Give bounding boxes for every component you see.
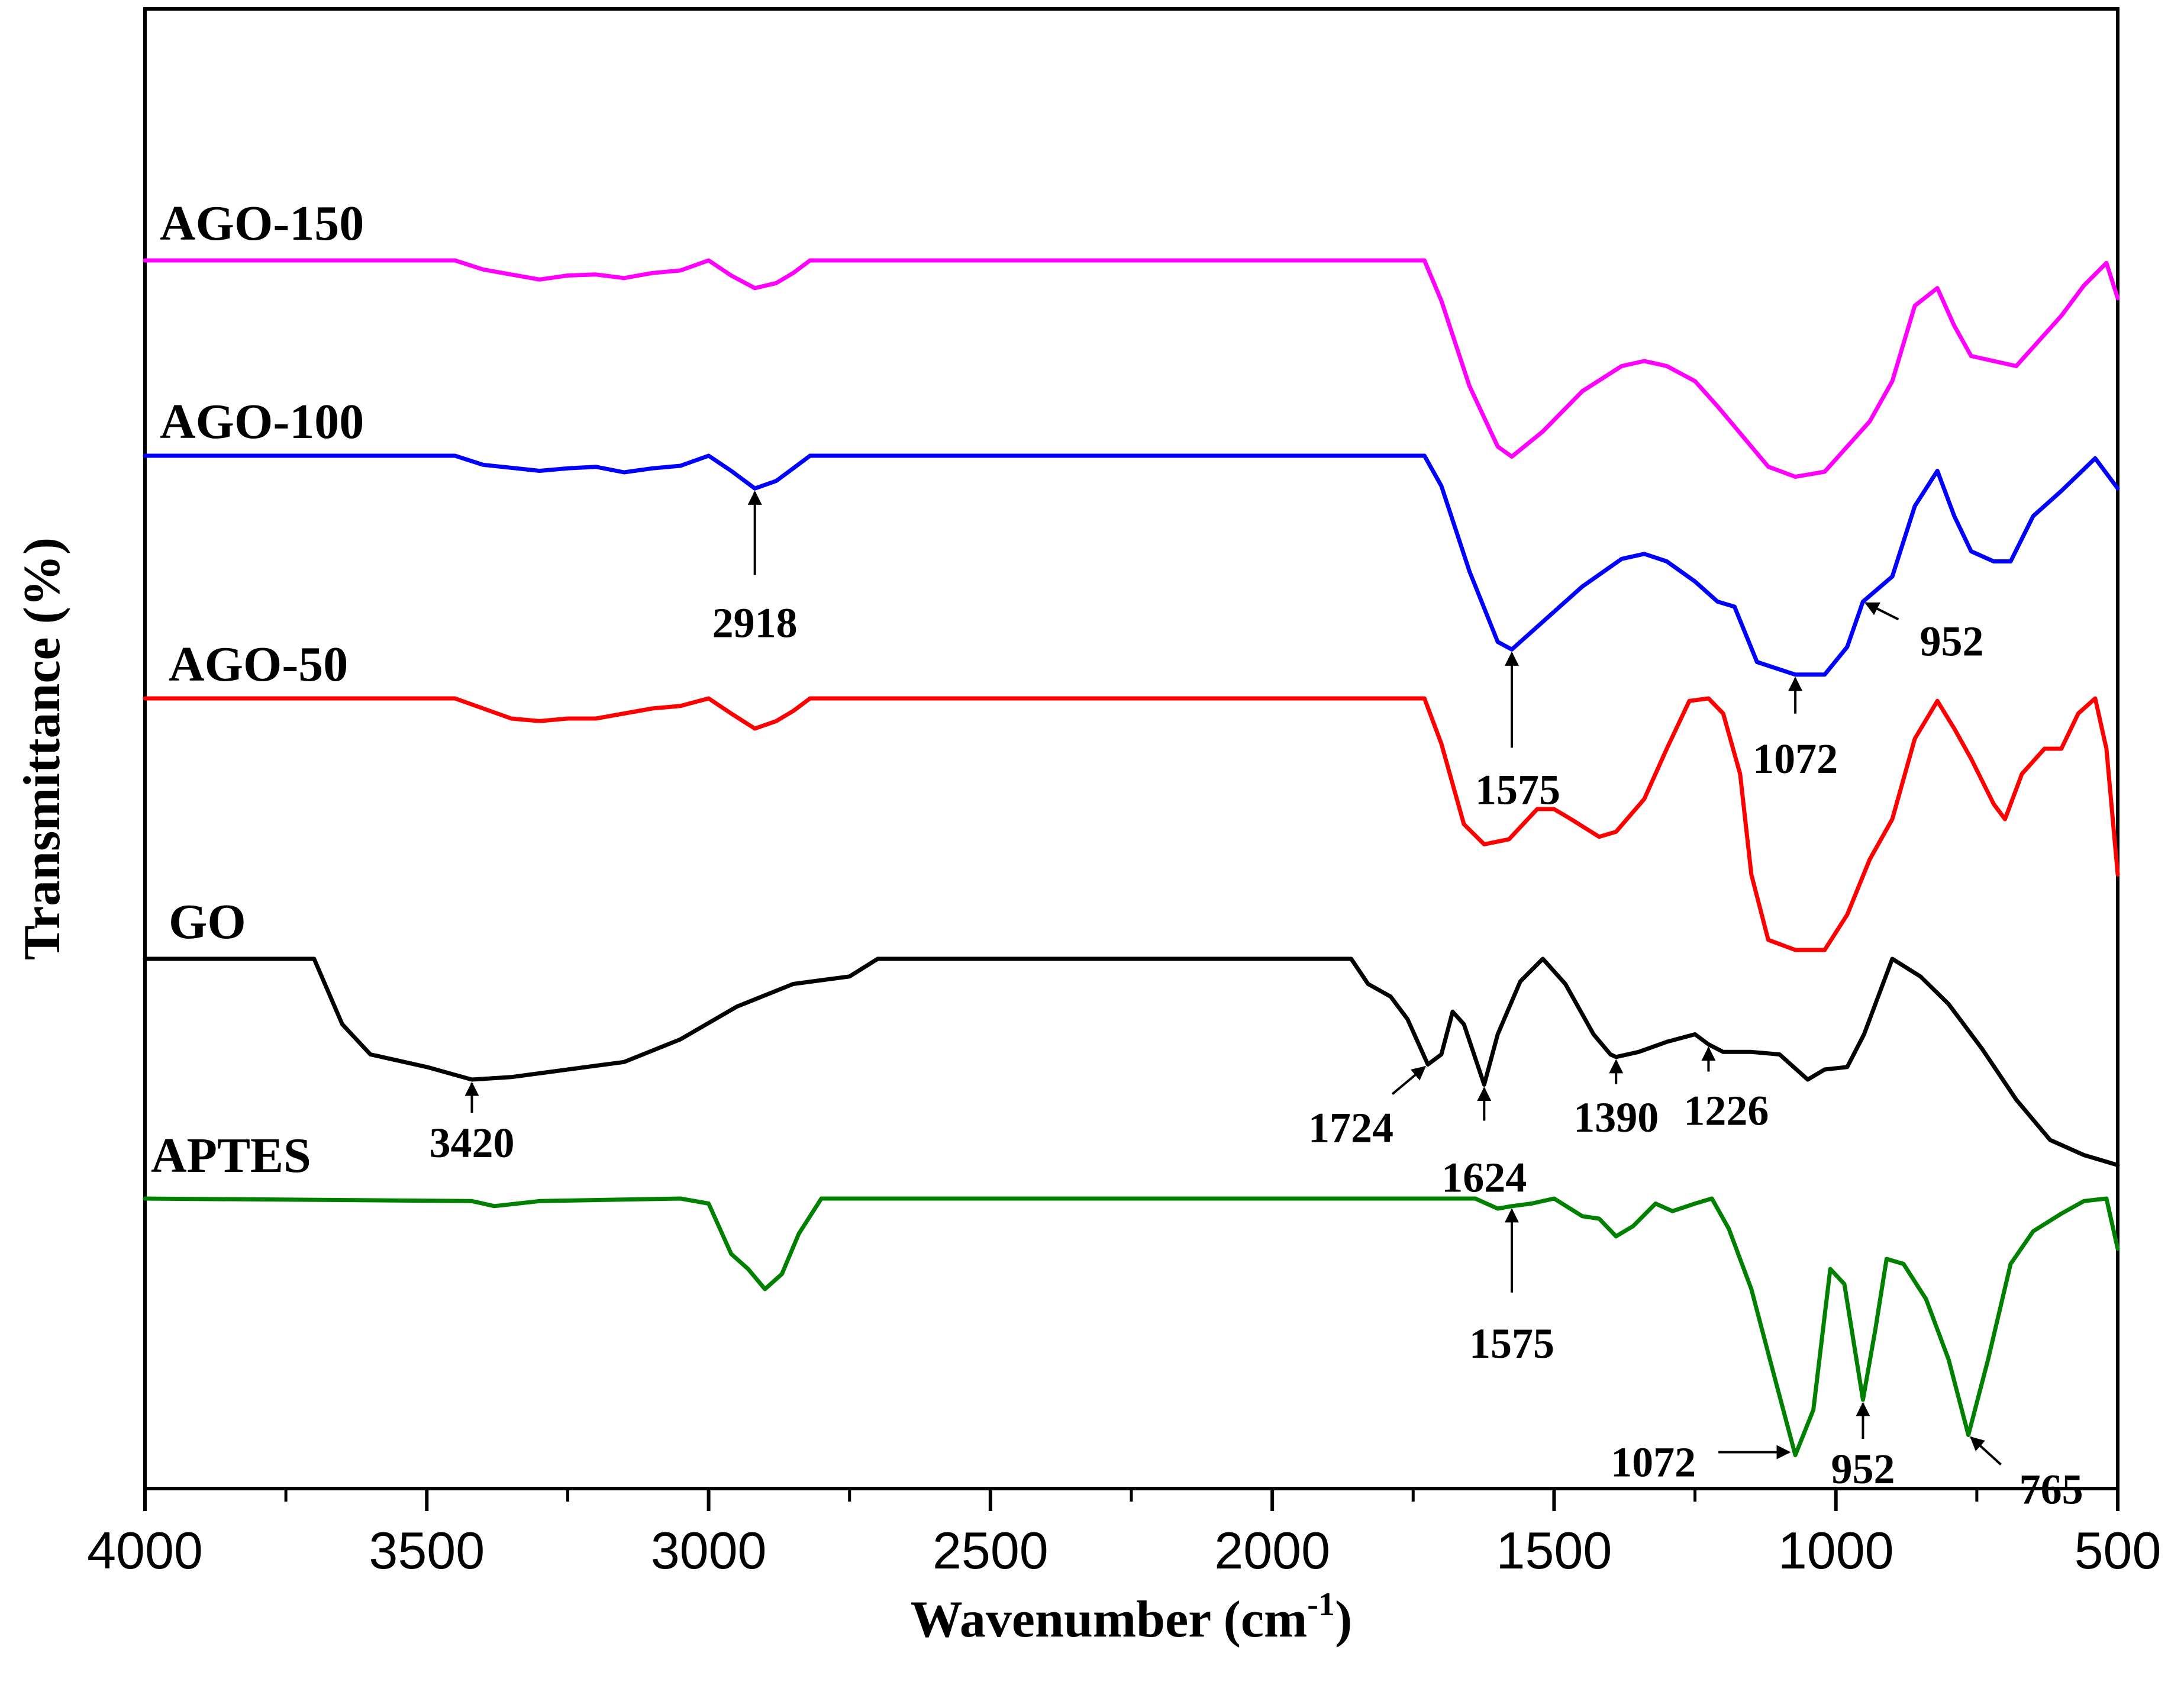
series-line-ago-100 [143, 453, 2120, 677]
annotation-label-1072: 1072 [1753, 735, 1838, 782]
annotation-label-1575: 1575 [1475, 766, 1560, 813]
annotation-arrow [1970, 1436, 2002, 1465]
annotation-label-765: 765 [2020, 1466, 2083, 1513]
x-tick-label-1000: 1000 [1778, 1521, 1894, 1580]
series-label-go: GO [169, 894, 246, 949]
annotation-label-1724: 1724 [1308, 1104, 1393, 1152]
annotation-arrow [1864, 602, 1899, 621]
series-line-aptes [143, 1196, 2120, 1457]
annotation-label-952: 952 [1920, 618, 1983, 665]
x-tick-label-500: 500 [2075, 1521, 2162, 1580]
series-line-ago-50 [143, 696, 2120, 952]
annotation-group: 2918 952 1575 1072 3420 1724 1624 1390 1226 1575 1… [429, 490, 2083, 1513]
x-axis: 4000 3500 3000 2500 2000 1500 1000 500 [87, 1489, 2161, 1580]
series-label-aptes: APTES [151, 1128, 311, 1183]
annotation-label-3420: 3420 [429, 1119, 514, 1167]
x-tick-label-1500: 1500 [1496, 1521, 1612, 1580]
x-tick-label-2500: 2500 [933, 1521, 1049, 1580]
series-label-ago-100: AGO-100 [160, 394, 364, 449]
annotation-label-1226: 1226 [1683, 1087, 1769, 1135]
annotation-label-1072: 1072 [1611, 1439, 1696, 1486]
x-axis-title-close: ) [1335, 1591, 1352, 1648]
series-group: AGO-150 AGO-100 AGO-50 GO APTES [143, 196, 2120, 1457]
x-axis-title: Wavenumber (cm-1) [911, 1586, 1353, 1648]
y-axis-title: Transmittance (%) [14, 537, 71, 960]
annotation-label-1624: 1624 [1441, 1154, 1527, 1202]
annotation-label-1575: 1575 [1469, 1320, 1554, 1367]
series-line-ago-150 [143, 258, 2120, 479]
x-tick-label-2000: 2000 [1214, 1521, 1330, 1580]
x-tick-label-3000: 3000 [651, 1521, 767, 1580]
annotation-arrow [1391, 1065, 1427, 1096]
x-tick-label-4000: 4000 [87, 1521, 203, 1580]
series-label-ago-150: AGO-150 [160, 196, 364, 251]
series-label-ago-50: AGO-50 [169, 637, 348, 692]
x-axis-title-main: Wavenumber (cm [911, 1591, 1308, 1648]
series-line-go [143, 956, 2120, 1167]
x-tick-label-3500: 3500 [369, 1521, 485, 1580]
annotation-label-952: 952 [1831, 1445, 1895, 1493]
annotation-label-1390: 1390 [1573, 1094, 1659, 1141]
x-axis-title-superscript: -1 [1307, 1586, 1335, 1623]
annotation-label-2918: 2918 [712, 599, 798, 646]
